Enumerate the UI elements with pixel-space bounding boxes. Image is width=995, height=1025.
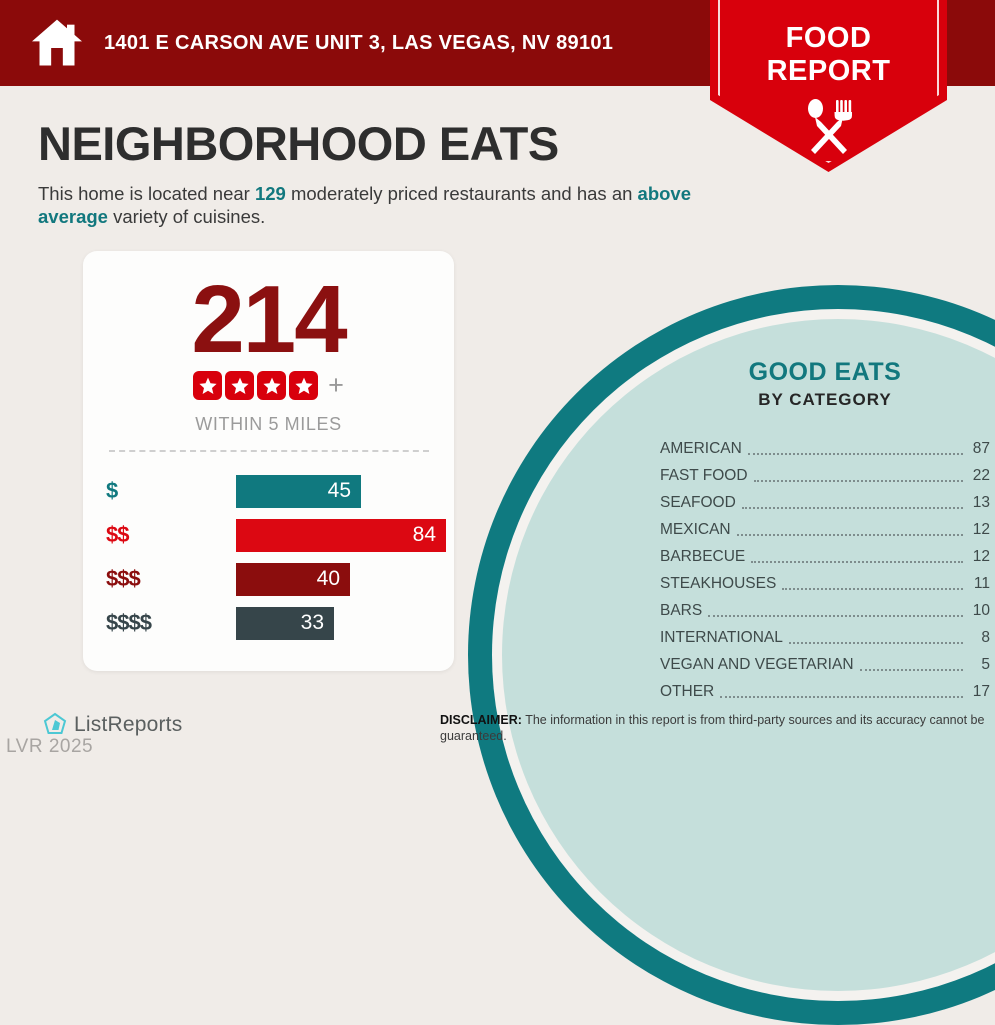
disclaimer-label: DISCLAIMER: bbox=[440, 713, 522, 727]
bar-label: $$$$ bbox=[106, 610, 152, 635]
category-row: BARS 10 bbox=[660, 594, 990, 621]
leader-dots bbox=[751, 561, 963, 563]
bar-label: $$$ bbox=[106, 566, 141, 591]
category-count: 12 bbox=[972, 548, 990, 565]
page-title: NEIGHBORHOOD EATS bbox=[38, 117, 559, 170]
good-eats-panel: GOOD EATS BY CATEGORY AMERICAN 87 FAST FOO… bbox=[660, 358, 990, 702]
category-count: 13 bbox=[972, 494, 990, 511]
category-count: 17 bbox=[972, 683, 990, 700]
category-name: MEXICAN bbox=[660, 521, 731, 538]
subtitle-text-3: variety of cuisines. bbox=[107, 206, 266, 227]
category-name: FAST FOOD bbox=[660, 467, 748, 484]
plus-sign: + bbox=[328, 370, 344, 400]
category-count: 10 bbox=[972, 602, 990, 619]
subtitle-text-1: This home is located near bbox=[38, 183, 255, 204]
restaurant-count: 214 bbox=[191, 266, 347, 373]
category-count: 5 bbox=[981, 656, 990, 673]
category-row: AMERICAN 87 bbox=[660, 432, 990, 459]
star-icon bbox=[289, 371, 319, 400]
listreports-pentagon-icon bbox=[43, 712, 67, 734]
bar-value: 40 bbox=[236, 562, 350, 596]
category-row: VEGAN AND VEGETARIAN 5 bbox=[660, 648, 990, 675]
leader-dots bbox=[741, 507, 963, 509]
leader-dots bbox=[720, 696, 963, 698]
spoon-fork-icon bbox=[808, 99, 852, 154]
category-count: 22 bbox=[972, 467, 990, 484]
category-name: AMERICAN bbox=[660, 440, 742, 457]
category-row: BARBECUE 12 bbox=[660, 540, 990, 567]
bar-row: $$$ 40 bbox=[83, 557, 454, 601]
star-rating: + bbox=[83, 371, 454, 400]
category-name: BARS bbox=[660, 602, 703, 619]
subtitle-count: 129 bbox=[254, 183, 286, 204]
badge-line2: REPORT bbox=[766, 55, 891, 87]
category-count: 11 bbox=[973, 575, 990, 592]
leader-dots bbox=[859, 669, 963, 671]
bar-label: $ bbox=[106, 478, 118, 503]
price-tier-bar-chart: $45 $$ 84 $$$ 40 $$$$ 33 bbox=[83, 469, 454, 645]
bar-row: $45 bbox=[83, 469, 454, 513]
category-list: AMERICAN 87 FAST FOOD 22 SEAFOOD 13 MEXICAN 12 B… bbox=[660, 432, 990, 702]
category-row: MEXICAN 12 bbox=[660, 513, 990, 540]
category-count: 12 bbox=[972, 521, 990, 538]
category-row: OTHER 17 bbox=[660, 675, 990, 702]
page-subtitle: This home is located near 129 moderately… bbox=[38, 182, 708, 228]
disclaimer-text: The information in this report is from t… bbox=[440, 713, 985, 743]
leader-dots bbox=[753, 480, 963, 482]
badge-border bbox=[718, 0, 939, 163]
star-icon bbox=[225, 371, 255, 400]
radius-caption: WITHIN 5 MILES bbox=[195, 414, 342, 434]
bar-value: 33 bbox=[236, 606, 334, 640]
food-report-badge: FOOD REPORT bbox=[710, 0, 947, 172]
category-row: INTERNATIONAL 8 bbox=[660, 621, 990, 648]
category-row: FAST FOOD 22 bbox=[660, 459, 990, 486]
category-count: 8 bbox=[981, 629, 990, 646]
category-name: BARBECUE bbox=[660, 548, 746, 565]
star-icon bbox=[193, 371, 223, 400]
property-address: 1401 E CARSON AVE UNIT 3, LAS VEGAS, NV … bbox=[104, 31, 614, 54]
listreports-logo-text: ListReports bbox=[74, 713, 183, 736]
house-icon bbox=[32, 19, 82, 66]
bar-row: $$$$ 33 bbox=[83, 601, 454, 645]
listreports-logo: ListReports bbox=[42, 712, 182, 738]
leader-dots bbox=[782, 588, 963, 590]
subtitle-text-2: moderately priced restaurants and has an bbox=[285, 183, 638, 204]
category-name: STEAKHOUSES bbox=[660, 575, 777, 592]
category-row: SEAFOOD 13 bbox=[660, 486, 990, 513]
category-count: 87 bbox=[972, 440, 990, 457]
subtitle-variety: above average bbox=[38, 183, 692, 227]
good-eats-heading: GOOD EATS bbox=[748, 358, 902, 386]
category-name: INTERNATIONAL bbox=[660, 629, 783, 646]
restaurant-stat-card: 214 + WITHIN 5 MILES $45 $$ 84 $$$ 40 $$$$ 33 bbox=[83, 251, 454, 671]
leader-dots bbox=[736, 534, 963, 536]
disclaimer: DISCLAIMER: The information in this repo… bbox=[440, 712, 988, 744]
lvr-watermark: LVR 2025 bbox=[6, 736, 94, 757]
leader-dots bbox=[747, 453, 963, 455]
leader-dots bbox=[788, 642, 963, 644]
bar-value: 84 bbox=[236, 518, 446, 552]
card-divider bbox=[109, 450, 429, 452]
bar-label: $$ bbox=[106, 522, 129, 547]
category-name: OTHER bbox=[660, 683, 715, 700]
good-eats-subheading: BY CATEGORY bbox=[758, 390, 892, 409]
category-row: STEAKHOUSES 11 bbox=[660, 567, 990, 594]
bar-row: $$ 84 bbox=[83, 513, 454, 557]
leader-dots bbox=[708, 615, 963, 617]
category-name: SEAFOOD bbox=[660, 494, 736, 511]
category-name: VEGAN AND VEGETARIAN bbox=[660, 656, 854, 673]
badge-line1: FOOD bbox=[785, 22, 872, 54]
star-icon bbox=[257, 371, 287, 400]
bar-value: 45 bbox=[236, 474, 361, 508]
